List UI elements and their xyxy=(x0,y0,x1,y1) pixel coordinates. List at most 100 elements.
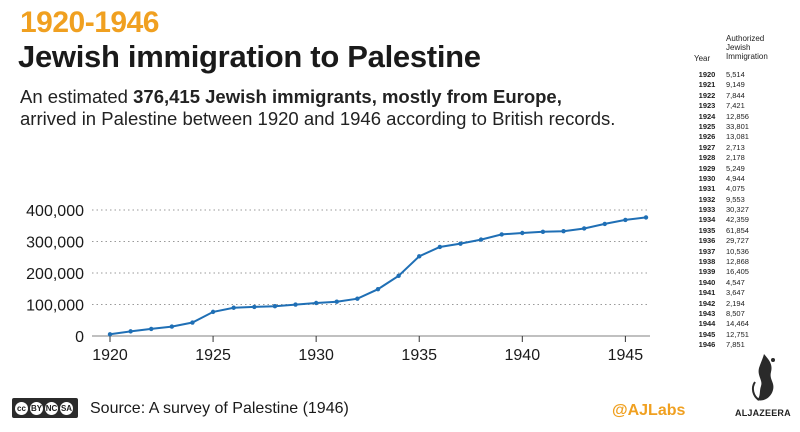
data-point-1925 xyxy=(210,309,216,315)
data-point-1945 xyxy=(623,217,628,223)
table-row: 1925 33,801 xyxy=(692,122,776,132)
table-body: 1920 5,514 1921 9,149 1922 7,844 1923 7,421 1924… xyxy=(692,70,776,351)
table-row: 1920 5,514 xyxy=(692,70,776,80)
table-cell-year: 1945 xyxy=(698,329,716,339)
table-cell-value: 2,178 xyxy=(726,153,745,163)
data-point-1926 xyxy=(231,305,236,310)
subtitle-text-end: arrived in Palestine between 1920 and 19… xyxy=(20,108,616,129)
by-icon: BY xyxy=(30,401,43,415)
table-cell-value: 42,359 xyxy=(726,215,749,225)
table-row: 1929 5,249 xyxy=(692,164,776,174)
table-cell-value: 9,149 xyxy=(726,80,745,90)
chart-grid xyxy=(92,209,650,337)
data-point-1931 xyxy=(334,299,339,304)
x-tick-label: 1920 xyxy=(92,347,128,364)
table-cell-year: 1944 xyxy=(698,319,716,329)
table-row: 1945 12,751 xyxy=(692,330,776,340)
data-point-1920 xyxy=(107,332,113,337)
table-header: Year Authorized Jewish Immigration xyxy=(692,34,776,70)
table-row: 1939 16,405 xyxy=(692,267,776,277)
table-cell-year: 1930 xyxy=(698,173,716,183)
table-cell-value: 7,421 xyxy=(726,101,745,111)
table-row: 1926 13,081 xyxy=(692,132,776,142)
aljazeera-wordmark: ALJAZEERA xyxy=(735,408,791,418)
table-row: 1940 4,547 xyxy=(692,278,776,288)
table-cell-value: 5,249 xyxy=(726,163,745,173)
x-tick-label: 1925 xyxy=(195,347,231,364)
table-row: 1934 42,359 xyxy=(692,215,776,225)
table-cell-value: 7,851 xyxy=(726,340,745,350)
y-axis: 0 100,000 200,000 300,000 400,000 xyxy=(26,203,84,346)
table-row: 1928 2,178 xyxy=(692,153,776,163)
table-cell-value: 2,713 xyxy=(726,142,745,152)
table-cell-year: 1923 xyxy=(698,101,716,111)
table-row: 1924 12,856 xyxy=(692,112,776,122)
ajlabs-handle: @AJLabs xyxy=(612,402,686,419)
data-point-1938 xyxy=(478,237,484,242)
table-row: 1931 4,075 xyxy=(692,184,776,194)
table-cell-value: 14,464 xyxy=(726,319,749,329)
source-note: Source: A survey of Palestine (1946) xyxy=(90,400,349,417)
table-cell-year: 1935 xyxy=(698,225,716,235)
table-cell-value: 3,647 xyxy=(726,288,745,298)
data-point-1940 xyxy=(520,230,525,236)
table-cell-value: 16,405 xyxy=(726,267,749,277)
data-point-1933 xyxy=(375,286,381,292)
data-point-1944 xyxy=(602,221,607,227)
year-column-header: Year xyxy=(694,54,711,63)
table-cell-year: 1936 xyxy=(698,236,716,246)
y-tick-label: 200,000 xyxy=(26,266,84,283)
table-cell-year: 1927 xyxy=(698,142,716,152)
table-row: 1927 2,713 xyxy=(692,143,776,153)
table-cell-value: 61,854 xyxy=(726,225,749,235)
table-cell-year: 1928 xyxy=(698,153,716,163)
table-cell-value: 10,536 xyxy=(726,246,749,256)
x-tick-label: 1945 xyxy=(608,347,644,364)
data-point-1930 xyxy=(313,300,319,306)
table-row: 1922 7,844 xyxy=(692,91,776,101)
table-row: 1923 7,421 xyxy=(692,101,776,111)
table-cell-value: 2,194 xyxy=(726,298,745,308)
y-tick-label: 400,000 xyxy=(26,203,84,220)
data-point-1924 xyxy=(190,320,195,325)
data-point-1943 xyxy=(581,226,587,231)
data-point-1937 xyxy=(458,241,463,246)
table-cell-value: 13,081 xyxy=(726,132,749,142)
data-point-1936 xyxy=(437,244,443,250)
data-point-1934 xyxy=(396,273,401,279)
table-cell-year: 1940 xyxy=(698,277,716,287)
table-cell-value: 5,514 xyxy=(726,70,745,79)
table-row: 1944 14,464 xyxy=(692,319,776,329)
table-cell-year: 1931 xyxy=(698,184,716,194)
table-row: 1936 29,727 xyxy=(692,236,776,246)
chart-year-range: 1920-1946 xyxy=(20,6,159,39)
table-cell-year: 1942 xyxy=(698,298,716,308)
table-row: 1930 4,944 xyxy=(692,174,776,184)
data-point-1932 xyxy=(355,296,360,301)
data-point-1927 xyxy=(252,304,257,310)
table-cell-value: 12,751 xyxy=(726,329,749,339)
table-cell-value: 8,507 xyxy=(726,308,745,318)
table-cell-year: 1938 xyxy=(698,257,716,267)
data-point-1946 xyxy=(643,215,649,220)
table-cell-value: 33,801 xyxy=(726,121,749,131)
table-cell-value: 30,327 xyxy=(726,205,749,215)
table-row: 1946 7,851 xyxy=(692,340,776,350)
x-tick-label: 1935 xyxy=(401,347,437,364)
table-cell-value: 4,944 xyxy=(726,173,745,183)
data-point-1922 xyxy=(149,326,154,332)
table-cell-value: 29,727 xyxy=(726,236,749,246)
data-point-1942 xyxy=(561,228,566,234)
table-cell-value: 9,553 xyxy=(726,194,745,204)
table-cell-year: 1926 xyxy=(698,132,716,142)
subtitle-highlight: 376,415 Jewish immigrants, mostly from E… xyxy=(133,86,562,107)
chart-title: Jewish immigration to Palestine xyxy=(18,39,481,74)
table-row: 1937 10,536 xyxy=(692,247,776,257)
table-cell-year: 1943 xyxy=(698,308,716,318)
table-cell-value: 4,547 xyxy=(726,277,745,287)
y-tick-label: 100,000 xyxy=(26,298,84,315)
nc-icon: NC xyxy=(45,401,58,415)
table-cell-year: 1929 xyxy=(698,163,716,173)
table-cell-year: 1941 xyxy=(698,288,716,298)
